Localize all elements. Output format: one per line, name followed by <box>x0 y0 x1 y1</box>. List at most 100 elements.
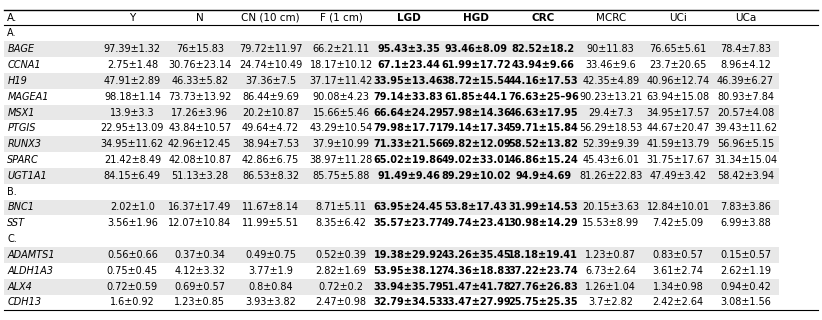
Text: 0.83±0.57: 0.83±0.57 <box>653 250 704 260</box>
Text: PTGIS: PTGIS <box>7 123 36 133</box>
Text: 33.46±9.6: 33.46±9.6 <box>585 60 636 70</box>
Text: 2.62±1.19: 2.62±1.19 <box>720 266 771 276</box>
Text: 40.96±12.74: 40.96±12.74 <box>647 76 709 86</box>
Text: 15.66±5.46: 15.66±5.46 <box>312 108 370 117</box>
Text: 22.95±13.09: 22.95±13.09 <box>100 123 164 133</box>
Text: 63.95±24.45: 63.95±24.45 <box>374 203 443 212</box>
Bar <box>4 105 779 120</box>
Bar <box>4 168 779 184</box>
Text: 18.18±19.41: 18.18±19.41 <box>508 250 579 260</box>
Text: 47.49±3.42: 47.49±3.42 <box>649 171 707 181</box>
Text: UCi: UCi <box>669 12 687 22</box>
Text: ALX4: ALX4 <box>7 282 32 292</box>
Bar <box>4 41 779 57</box>
Text: RUNX3: RUNX3 <box>7 139 41 149</box>
Text: 76±15.83: 76±15.83 <box>176 44 224 54</box>
Text: 38.94±7.53: 38.94±7.53 <box>242 139 299 149</box>
Text: 3.61±2.74: 3.61±2.74 <box>653 266 704 276</box>
Text: 93.46±8.09: 93.46±8.09 <box>445 44 507 54</box>
Text: 8.71±5.11: 8.71±5.11 <box>316 203 367 212</box>
Text: 46.63±17.95: 46.63±17.95 <box>509 108 578 117</box>
Text: 24.74±10.49: 24.74±10.49 <box>239 60 302 70</box>
Text: 46.39±6.27: 46.39±6.27 <box>717 76 774 86</box>
Text: 4.12±3.32: 4.12±3.32 <box>174 266 225 276</box>
Text: 20.15±3.63: 20.15±3.63 <box>582 203 640 212</box>
Text: 74.36±18.83: 74.36±18.83 <box>441 266 511 276</box>
Text: MCRC: MCRC <box>596 12 626 22</box>
Text: 30.76±23.14: 30.76±23.14 <box>169 60 231 70</box>
Text: 30.98±14.29: 30.98±14.29 <box>509 218 578 228</box>
Text: 8.35±6.42: 8.35±6.42 <box>316 218 367 228</box>
Text: 86.53±8.32: 86.53±8.32 <box>242 171 299 181</box>
Text: 61.85±44.1: 61.85±44.1 <box>445 92 507 102</box>
Text: 11.67±8.14: 11.67±8.14 <box>242 203 299 212</box>
Text: 46.33±5.82: 46.33±5.82 <box>171 76 229 86</box>
Text: 67.1±23.44: 67.1±23.44 <box>377 60 440 70</box>
Text: 66.64±24.29: 66.64±24.29 <box>374 108 443 117</box>
Text: 20.57±4.08: 20.57±4.08 <box>717 108 774 117</box>
Text: 2.47±0.98: 2.47±0.98 <box>316 298 367 308</box>
Bar <box>4 120 779 136</box>
Text: HGD: HGD <box>463 12 489 22</box>
Text: 73.73±13.92: 73.73±13.92 <box>168 92 232 102</box>
Text: 43.29±10.54: 43.29±10.54 <box>310 123 372 133</box>
Text: 1.23±0.87: 1.23±0.87 <box>585 250 636 260</box>
Text: 0.15±0.57: 0.15±0.57 <box>720 250 771 260</box>
Text: CCNA1: CCNA1 <box>7 60 41 70</box>
Text: 13.9±3.3: 13.9±3.3 <box>110 108 155 117</box>
Text: 12.84±10.01: 12.84±10.01 <box>647 203 709 212</box>
Text: 37.36±7.5: 37.36±7.5 <box>245 76 296 86</box>
Text: 8.96±4.12: 8.96±4.12 <box>720 60 771 70</box>
Text: 44.16±17.53: 44.16±17.53 <box>509 76 578 86</box>
Bar <box>4 200 779 215</box>
Bar <box>4 10 779 25</box>
Text: 29.4±7.3: 29.4±7.3 <box>589 108 633 117</box>
Text: 65.02±19.86: 65.02±19.86 <box>374 155 443 165</box>
Text: 39.43±11.62: 39.43±11.62 <box>714 123 777 133</box>
Text: 7.83±3.86: 7.83±3.86 <box>720 203 771 212</box>
Text: 53.8±17.43: 53.8±17.43 <box>445 203 507 212</box>
Bar <box>4 263 779 279</box>
Text: 0.72±0.59: 0.72±0.59 <box>107 282 158 292</box>
Text: 31.34±15.04: 31.34±15.04 <box>714 155 777 165</box>
Text: 19.38±29.92: 19.38±29.92 <box>374 250 443 260</box>
Text: 23.7±20.65: 23.7±20.65 <box>649 60 707 70</box>
Bar <box>4 231 779 247</box>
Text: 37.22±23.74: 37.22±23.74 <box>509 266 578 276</box>
Text: 33.94±35.79: 33.94±35.79 <box>374 282 443 292</box>
Text: 43.26±35.45: 43.26±35.45 <box>441 250 510 260</box>
Text: 84.15±6.49: 84.15±6.49 <box>104 171 161 181</box>
Text: 15.53±8.99: 15.53±8.99 <box>582 218 640 228</box>
Text: 79.72±11.97: 79.72±11.97 <box>238 44 302 54</box>
Text: 17.26±3.96: 17.26±3.96 <box>171 108 229 117</box>
Text: 63.94±15.08: 63.94±15.08 <box>647 92 709 102</box>
Text: 79.14±17.34: 79.14±17.34 <box>441 123 510 133</box>
Text: 90.23±13.21: 90.23±13.21 <box>580 92 642 102</box>
Text: 97.39±1.32: 97.39±1.32 <box>104 44 161 54</box>
Text: 1.23±0.85: 1.23±0.85 <box>174 298 225 308</box>
Bar <box>4 184 779 200</box>
Text: 47.91±2.89: 47.91±2.89 <box>104 76 161 86</box>
Text: 31.75±17.67: 31.75±17.67 <box>646 155 710 165</box>
Text: 89.29±10.02: 89.29±10.02 <box>441 171 510 181</box>
Bar <box>4 25 779 41</box>
Text: 57.98±14.36: 57.98±14.36 <box>441 108 510 117</box>
Text: 0.94±0.42: 0.94±0.42 <box>720 282 771 292</box>
Text: 51.13±3.28: 51.13±3.28 <box>171 171 229 181</box>
Text: 71.33±21.56: 71.33±21.56 <box>374 139 443 149</box>
Text: 18.17±10.12: 18.17±10.12 <box>310 60 372 70</box>
Text: N: N <box>196 12 204 22</box>
Bar <box>4 295 779 310</box>
Text: 49.02±33.01: 49.02±33.01 <box>441 155 510 165</box>
Text: SPARC: SPARC <box>7 155 39 165</box>
Text: 7.42±5.09: 7.42±5.09 <box>653 218 704 228</box>
Text: 76.63±25–96: 76.63±25–96 <box>508 92 579 102</box>
Text: 86.44±9.69: 86.44±9.69 <box>242 92 299 102</box>
Text: 98.18±1.14: 98.18±1.14 <box>104 92 161 102</box>
Text: 0.52±0.39: 0.52±0.39 <box>316 250 367 260</box>
Text: 16.37±17.49: 16.37±17.49 <box>169 203 231 212</box>
Text: BAGE: BAGE <box>7 44 35 54</box>
Text: UGT1A1: UGT1A1 <box>7 171 47 181</box>
Text: 0.72±0.2: 0.72±0.2 <box>319 282 363 292</box>
Text: 52.39±9.39: 52.39±9.39 <box>582 139 640 149</box>
